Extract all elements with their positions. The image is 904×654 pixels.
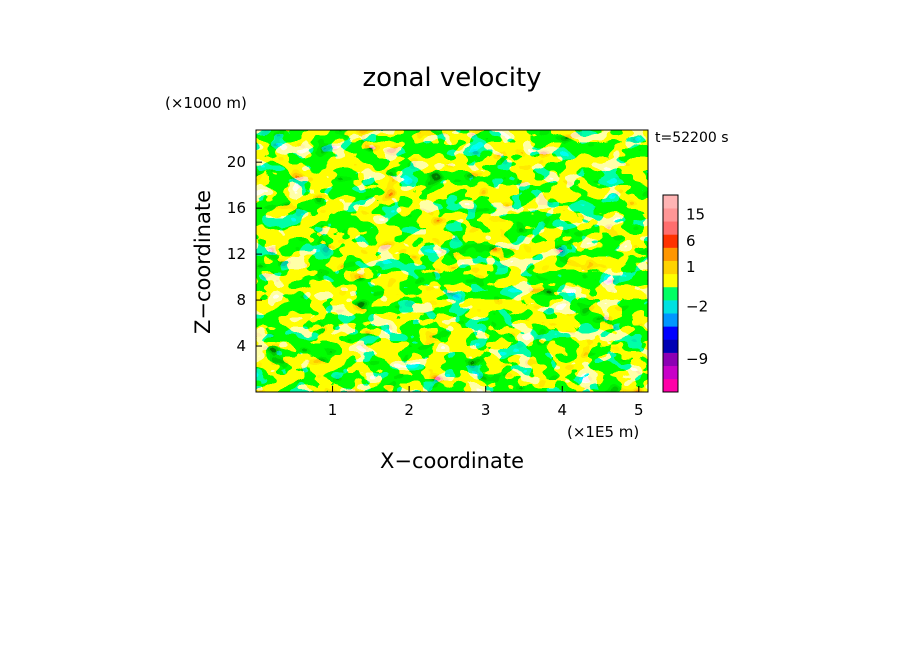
colorbar-level [663,339,678,353]
colorbar-level [663,208,678,222]
colorbar-level [663,313,678,327]
velocity-contour-field [256,130,648,392]
colorbar-level [663,326,678,340]
y-axis: 4 8 12 16 20 [227,153,262,355]
y-tick-label: 8 [236,291,246,309]
contour-fill [256,130,648,392]
x-tick-label: 4 [557,401,567,419]
colorbar-level [663,365,678,380]
colorbar-level [663,352,678,367]
x-tick-label: 1 [328,401,338,419]
colorbar-level [663,286,678,301]
colorbar-level [663,221,678,235]
y-tick-label: 12 [227,245,246,263]
x-axis: 1 2 3 4 5 [328,386,644,419]
chart-title: zonal velocity [362,63,541,93]
x-axis-title: X−coordinate [380,449,524,473]
colorbar-tick-label: 1 [686,258,696,276]
colorbar-level [663,247,678,261]
x-tick-label: 2 [404,401,414,419]
y-tick-label: 16 [227,199,246,217]
colorbar-level [663,378,678,393]
colorbar: −9 −2 1 6 15 [662,194,708,393]
x-unit-label: (×1E5 m) [567,423,639,441]
x-tick-label: 5 [634,401,644,419]
colorbar-tick-label: −9 [686,350,708,368]
colorbar-tick-label: 15 [686,206,705,224]
y-unit-label: (×1000 m) [165,94,247,112]
y-axis-title: Z−coordinate [191,190,215,334]
colorbar-frame [662,194,679,393]
colorbar-level [663,260,678,275]
colorbar-level [663,195,678,209]
colorbar-tick-label: 6 [686,232,696,250]
colorbar-level [663,273,678,288]
y-tick-label: 20 [227,153,246,171]
x-tick-label: 3 [481,401,491,419]
plot-frame [255,129,649,393]
colorbar-level [663,300,678,314]
colorbar-level [663,234,678,248]
colorbar-tick-label: −2 [686,298,708,316]
y-tick-label: 4 [236,337,246,355]
time-label: t=52200 s [655,130,729,146]
